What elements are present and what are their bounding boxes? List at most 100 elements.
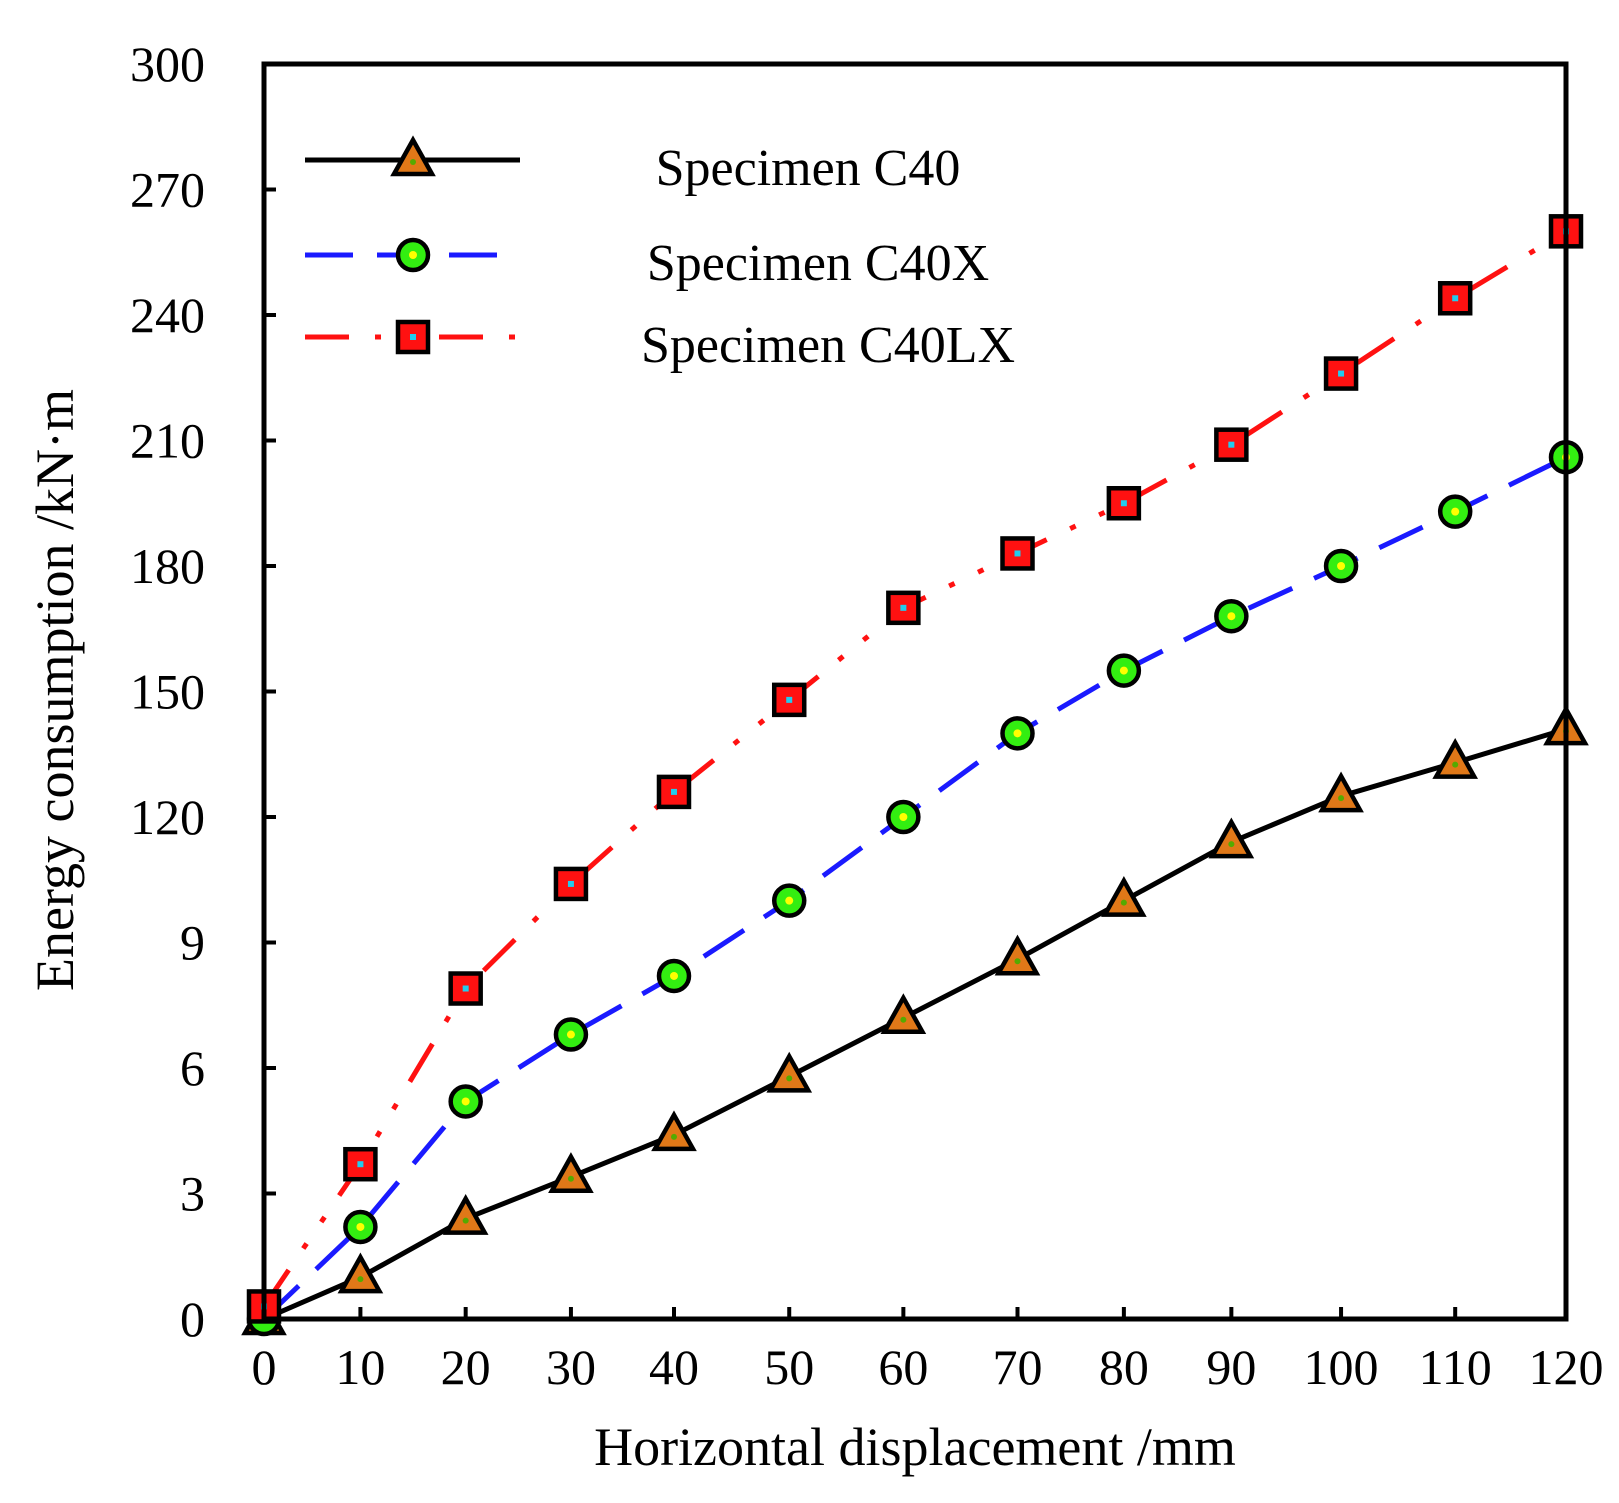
- marker-triangle-shape: [442, 1193, 489, 1235]
- data-point: [766, 1051, 813, 1093]
- marker-triangle-shape: [1208, 817, 1255, 859]
- marker-accent-dot: [1451, 507, 1460, 516]
- marker-accent-dot: [1228, 841, 1235, 848]
- y-tick-label: 270: [130, 162, 205, 218]
- legend-marker: [395, 319, 431, 355]
- data-point: [1101, 876, 1147, 917]
- marker-square-shape: [771, 682, 807, 718]
- series-layer: [241, 214, 1589, 1337]
- marker-accent-dot: [1452, 295, 1459, 302]
- y-tick-label: 300: [130, 36, 205, 92]
- marker-accent-dot: [356, 1222, 365, 1231]
- marker-triangle-shape: [651, 1110, 697, 1152]
- x-tick-label: 10: [335, 1339, 385, 1395]
- data-point: [343, 1209, 378, 1245]
- x-tick-label: 0: [252, 1339, 277, 1395]
- marker-accent-dot: [900, 604, 907, 611]
- marker-triangle-shape: [994, 934, 1041, 976]
- marker-triangle-shape: [766, 1051, 813, 1093]
- y-tick-label: 0: [180, 1291, 205, 1347]
- marker-accent-dot: [1337, 562, 1346, 570]
- y-tick-label: 180: [130, 538, 205, 594]
- data-point: [1000, 536, 1035, 571]
- marker-accent-dot: [786, 1075, 793, 1082]
- marker-accent-dot: [567, 880, 574, 887]
- data-point: [337, 1252, 384, 1294]
- legend-label: Specimen C40: [656, 140, 961, 197]
- y-tick-label: 120: [130, 789, 205, 845]
- x-tick-label: 30: [546, 1339, 596, 1395]
- marker-accent-dot: [462, 1217, 469, 1224]
- marker-accent-dot: [1338, 370, 1345, 377]
- marker-accent-dot: [1120, 899, 1127, 906]
- data-point: [448, 1084, 483, 1119]
- x-axis-title: Horizontal displacement /mm: [594, 1417, 1236, 1477]
- data-point: [1323, 548, 1359, 584]
- data-point: [656, 774, 692, 810]
- marker-accent-dot: [1227, 612, 1236, 621]
- series-triangle: [241, 704, 1589, 1336]
- data-point: [1214, 427, 1249, 462]
- y-axis-title: Energy consumption /kN·m: [25, 389, 85, 991]
- marker-accent-dot: [567, 1175, 574, 1182]
- data-point: [553, 866, 589, 902]
- marker-accent-dot: [1014, 550, 1021, 557]
- marker-triangle-shape: [880, 993, 927, 1035]
- marker-square-shape: [1323, 356, 1359, 391]
- x-tick-label: 90: [1206, 1339, 1256, 1395]
- data-point: [994, 934, 1041, 976]
- data-point: [886, 590, 921, 626]
- marker-accent-dot: [357, 1161, 364, 1168]
- marker-triangle-shape: [548, 1152, 594, 1194]
- marker-accent-dot: [1120, 500, 1127, 507]
- marker-square-shape: [553, 866, 589, 902]
- legend: Specimen C40 Specimen C40X Specimen C40LX: [305, 135, 1015, 374]
- x-tick-label: 100: [1304, 1339, 1379, 1395]
- marker-accent-dot: [410, 334, 416, 340]
- data-point: [343, 1146, 378, 1182]
- marker-accent-dot: [1119, 666, 1128, 675]
- marker-accent-dot: [1013, 729, 1022, 738]
- marker-accent-dot: [1452, 761, 1459, 768]
- legend-marker: [390, 135, 436, 177]
- marker-accent-dot: [670, 1133, 677, 1140]
- data-point: [1437, 281, 1473, 316]
- marker-accent-dot: [669, 971, 678, 980]
- marker-square-shape: [395, 319, 431, 355]
- legend-marker: [395, 237, 431, 273]
- marker-accent-dot: [410, 159, 416, 165]
- marker-accent-dot: [670, 788, 677, 795]
- data-point: [1437, 494, 1473, 529]
- marker-accent-dot: [461, 1097, 470, 1106]
- data-point: [771, 682, 807, 718]
- data-point: [1214, 598, 1249, 634]
- x-tick-label: 50: [764, 1339, 814, 1395]
- marker-accent-dot: [1014, 958, 1021, 965]
- marker-triangle-shape: [1101, 876, 1147, 917]
- legend-label: Specimen C40LX: [641, 317, 1015, 374]
- data-point: [1208, 817, 1255, 859]
- data-point: [886, 799, 921, 835]
- marker-square-shape: [1437, 281, 1473, 316]
- data-point: [1106, 486, 1142, 521]
- x-axis: 0 10 20 30 40 50 60 70 80 90 100 110 120: [252, 1307, 1604, 1395]
- marker-accent-dot: [1228, 441, 1235, 448]
- data-point: [1000, 716, 1035, 751]
- y-axis: 0 3 6 9 120 150 180 210 240 270 300: [130, 36, 276, 1347]
- x-tick-label: 110: [1419, 1339, 1492, 1395]
- y-tick-label: 9: [180, 915, 205, 971]
- marker-square-shape: [343, 1146, 378, 1182]
- marker-accent-dot: [899, 813, 908, 821]
- legend-entry: Specimen C40X: [305, 235, 989, 292]
- data-point: [553, 1017, 589, 1052]
- marker-accent-dot: [566, 1030, 575, 1039]
- data-point: [656, 958, 692, 994]
- x-tick-label: 120: [1529, 1339, 1604, 1395]
- y-tick-label: 150: [130, 664, 205, 720]
- marker-triangle-shape: [390, 135, 436, 177]
- data-point: [1432, 738, 1479, 779]
- data-point: [442, 1193, 489, 1235]
- x-tick-label: 80: [1099, 1339, 1149, 1395]
- y-tick-label: 240: [130, 287, 205, 343]
